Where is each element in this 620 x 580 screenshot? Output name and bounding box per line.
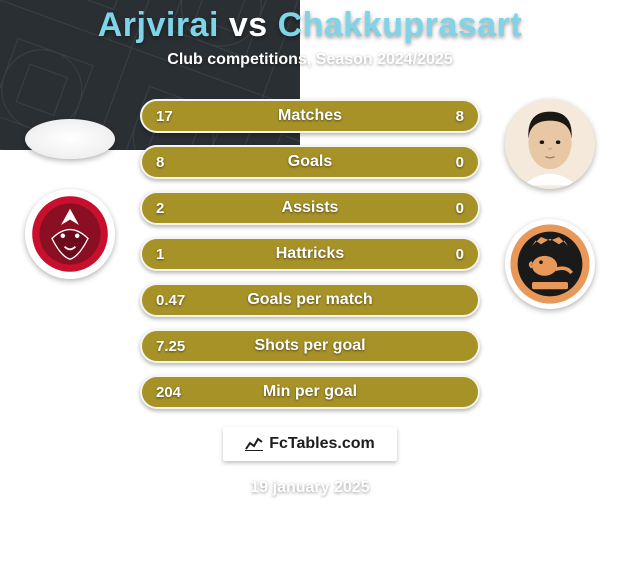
right-team-crest (505, 219, 595, 309)
stat-row: 17 Matches 8 (140, 99, 480, 133)
stat-right-value: 0 (456, 154, 464, 171)
date-text: 19 january 2025 (250, 479, 369, 497)
stat-row: 1 Hattricks 0 (140, 237, 480, 271)
stats-table: 17 Matches 8 8 Goals 0 2 Assists 0 1 Hattricks 0 0.4… (130, 99, 490, 409)
stat-left-value: 7.25 (156, 338, 185, 355)
left-side (10, 99, 130, 409)
stat-left-value: 8 (156, 154, 164, 171)
title-left: Arjvirai (98, 6, 219, 44)
page-title: Arjvirai vs Chakkuprasart (98, 6, 523, 45)
chart-icon (245, 437, 263, 451)
left-player-avatar (25, 119, 115, 159)
stat-label: Matches (278, 107, 342, 125)
stat-row: 2 Assists 0 (140, 191, 480, 225)
right-side (490, 99, 610, 409)
title-vs: vs (229, 6, 268, 44)
stat-label: Assists (282, 199, 339, 217)
left-team-crest (25, 189, 115, 279)
stat-label: Min per goal (263, 383, 357, 401)
main-row: 17 Matches 8 8 Goals 0 2 Assists 0 1 Hattricks 0 0.4… (0, 99, 620, 409)
stat-right-value: 8 (456, 108, 464, 125)
stat-label: Shots per goal (254, 337, 365, 355)
stat-right-value: 0 (456, 200, 464, 217)
stat-row: 0.47 Goals per match (140, 283, 480, 317)
stat-left-value: 17 (156, 108, 173, 125)
title-right: Chakkuprasart (278, 6, 523, 44)
stat-left-value: 0.47 (156, 292, 185, 309)
watermark: FcTables.com (223, 427, 397, 461)
stat-label: Hattricks (276, 245, 344, 263)
subtitle: Club competitions, Season 2024/2025 (167, 51, 452, 69)
stat-right-value: 0 (456, 246, 464, 263)
watermark-text: FcTables.com (269, 435, 375, 453)
stat-label: Goals per match (247, 291, 372, 309)
stat-row: 8 Goals 0 (140, 145, 480, 179)
stat-row: 204 Min per goal (140, 375, 480, 409)
stat-left-value: 1 (156, 246, 164, 263)
stat-left-value: 204 (156, 384, 181, 401)
right-player-avatar (505, 99, 595, 189)
stat-left-value: 2 (156, 200, 164, 217)
content-root: Arjvirai vs Chakkuprasart Club competiti… (0, 0, 620, 580)
stat-row: 7.25 Shots per goal (140, 329, 480, 363)
stat-label: Goals (288, 153, 332, 171)
